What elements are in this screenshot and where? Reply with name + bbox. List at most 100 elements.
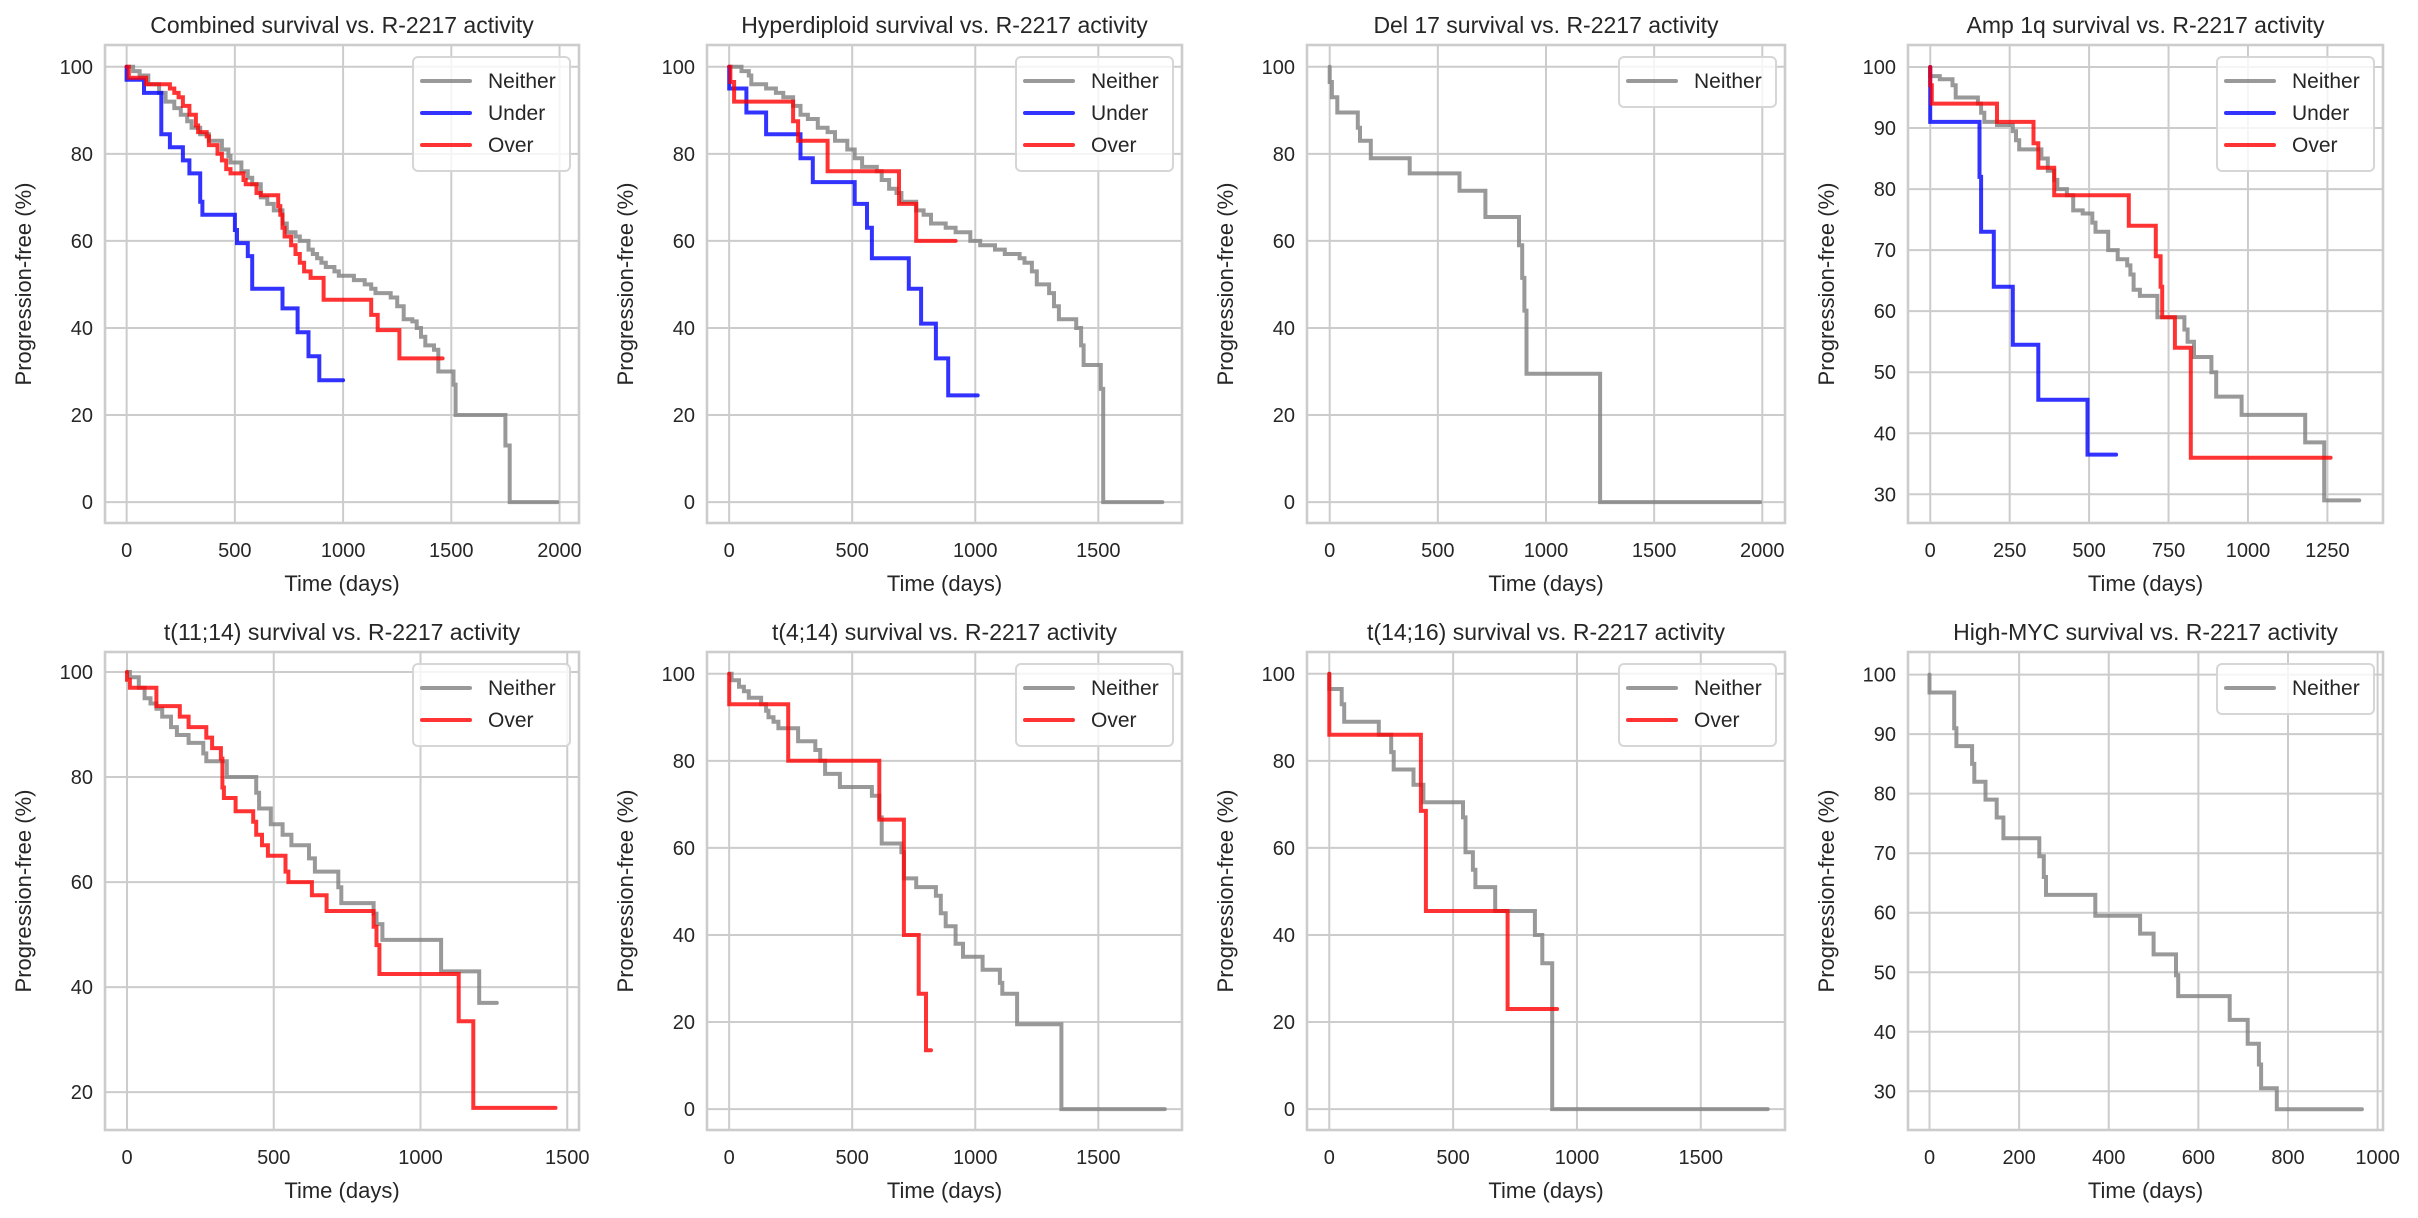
y-tick-label: 40	[71, 318, 93, 340]
legend: Neither Under Over	[1015, 56, 1174, 172]
y-tick-label: 100	[1863, 57, 1896, 79]
legend-label: Under	[1091, 102, 1148, 125]
x-tick-label: 0	[121, 540, 132, 562]
x-axis-label: Time (days)	[2088, 571, 2203, 596]
x-tick-label: 0	[121, 1147, 132, 1169]
x-tick-label: 500	[257, 1147, 290, 1169]
km-curve-under	[727, 64, 980, 398]
x-tick-label: 2000	[1740, 540, 1785, 562]
y-tick-label: 40	[673, 318, 695, 340]
axes-frame	[103, 43, 581, 525]
x-tick-label: 500	[2072, 540, 2105, 562]
panel-7: 0 500 1000 1500 0 20 40 60 80 100 t(14;16) surviva…	[1213, 619, 1787, 1203]
y-tick-label: 80	[1273, 144, 1295, 166]
legend-box	[1618, 56, 1777, 108]
legend-label: Over	[1091, 709, 1137, 732]
y-tick-label: 20	[71, 405, 93, 427]
axes-frame	[103, 650, 581, 1132]
x-tick-label: 250	[1993, 540, 2026, 562]
y-tick-label: 60	[71, 872, 93, 894]
x-tick-label: 750	[2152, 540, 2185, 562]
y-tick-label: 50	[1874, 962, 1896, 984]
y-tick-label: 30	[1874, 484, 1896, 506]
y-tick-label: 20	[1273, 1012, 1295, 1034]
chart-title: Hyperdiploid survival vs. R-2217 activit…	[741, 12, 1148, 38]
km-curve-neither	[124, 64, 560, 505]
y-axis-label: Progression-free (%)	[11, 790, 36, 993]
x-tick-label: 1500	[429, 540, 474, 562]
y-tick-label: 60	[1273, 838, 1295, 860]
legend-label: Over	[1694, 709, 1740, 732]
legend-label: Over	[1091, 134, 1137, 157]
panel-4: 0 250 500 750 1000 1250 30 40 50 60 70 80 90 100 Amp 1…	[1814, 12, 2385, 596]
legend: Neither	[1618, 56, 1777, 108]
x-tick-label: 0	[724, 1147, 735, 1169]
km-curve-over	[727, 671, 933, 1053]
y-axis-label: Progression-free (%)	[613, 790, 638, 993]
y-tick-label: 40	[1273, 925, 1295, 947]
y-tick-label: 60	[1273, 231, 1295, 253]
y-tick-label: 0	[1284, 1099, 1295, 1121]
x-axis-label: Time (days)	[887, 571, 1002, 596]
km-curve-neither	[1927, 672, 2364, 1112]
y-tick-label: 20	[673, 1012, 695, 1034]
x-tick-label: 1000	[1555, 1147, 1600, 1169]
chart-title: t(4;14) survival vs. R-2217 activity	[772, 619, 1118, 645]
legend-label: Under	[488, 102, 545, 125]
legend-label: Neither	[1091, 677, 1159, 700]
x-tick-label: 0	[1925, 540, 1936, 562]
panel-1: 0 500 1000 1500 2000 0 20 40 60 80 100 Combined sur…	[11, 12, 582, 596]
x-axis-label: Time (days)	[1488, 571, 1603, 596]
legend-label: Neither	[488, 677, 556, 700]
y-tick-label: 40	[71, 977, 93, 999]
y-tick-label: 80	[673, 144, 695, 166]
legend-label: Neither	[2292, 70, 2360, 93]
y-tick-label: 70	[1874, 240, 1896, 262]
km-curve-over	[125, 670, 558, 1110]
y-tick-label: 80	[1874, 784, 1896, 806]
legend-box	[2216, 663, 2375, 715]
x-tick-label: 0	[1924, 1147, 1935, 1169]
y-tick-label: 0	[1284, 492, 1295, 514]
y-tick-label: 70	[1874, 843, 1896, 865]
km-curve-neither	[1928, 65, 2362, 503]
x-axis-label: Time (days)	[284, 1178, 399, 1203]
y-tick-label: 60	[1874, 301, 1896, 323]
y-tick-label: 40	[1273, 318, 1295, 340]
legend: Neither Under Over	[412, 56, 571, 172]
chart-title: Amp 1q survival vs. R-2217 activity	[1967, 12, 2325, 38]
y-tick-label: 80	[1874, 179, 1896, 201]
y-tick-label: 20	[71, 1082, 93, 1104]
legend-box	[412, 663, 571, 747]
y-tick-label: 50	[1874, 362, 1896, 384]
panel-3: 0 500 1000 1500 2000 0 20 40 60 80 100 Del 17 survi…	[1213, 12, 1787, 596]
chart-title: t(14;16) survival vs. R-2217 activity	[1367, 619, 1725, 645]
y-axis-label: Progression-free (%)	[1213, 183, 1238, 386]
x-tick-label: 200	[2002, 1147, 2035, 1169]
legend: Neither Over	[412, 663, 571, 747]
x-tick-label: 1000	[2355, 1147, 2400, 1169]
x-tick-label: 1500	[545, 1147, 590, 1169]
y-tick-label: 20	[1273, 405, 1295, 427]
legend-box	[2216, 56, 2375, 172]
axes-frame	[1305, 43, 1787, 525]
panel-2: 0 500 1000 1500 0 20 40 60 80 100 Hyperdiploid sur…	[613, 12, 1184, 596]
x-tick-label: 500	[836, 540, 869, 562]
x-tick-label: 800	[2271, 1147, 2304, 1169]
x-axis-label: Time (days)	[887, 1178, 1002, 1203]
x-tick-label: 500	[218, 540, 251, 562]
axes-frame	[1305, 650, 1787, 1132]
legend-box	[412, 56, 571, 172]
panel-6: 0 500 1000 1500 0 20 40 60 80 100 t(4;14) survival…	[613, 619, 1184, 1203]
x-tick-label: 500	[836, 1147, 869, 1169]
legend: Neither	[2216, 663, 2375, 715]
y-tick-label: 0	[82, 492, 93, 514]
y-tick-label: 100	[60, 662, 93, 684]
axes-frame	[705, 43, 1184, 525]
axes-frame	[1906, 650, 2385, 1132]
legend-label: Over	[488, 134, 534, 157]
y-tick-label: 60	[1874, 903, 1896, 925]
chart-title: High-MYC survival vs. R-2217 activity	[1953, 619, 2338, 645]
y-tick-label: 100	[1262, 57, 1295, 79]
x-tick-label: 600	[2182, 1147, 2215, 1169]
